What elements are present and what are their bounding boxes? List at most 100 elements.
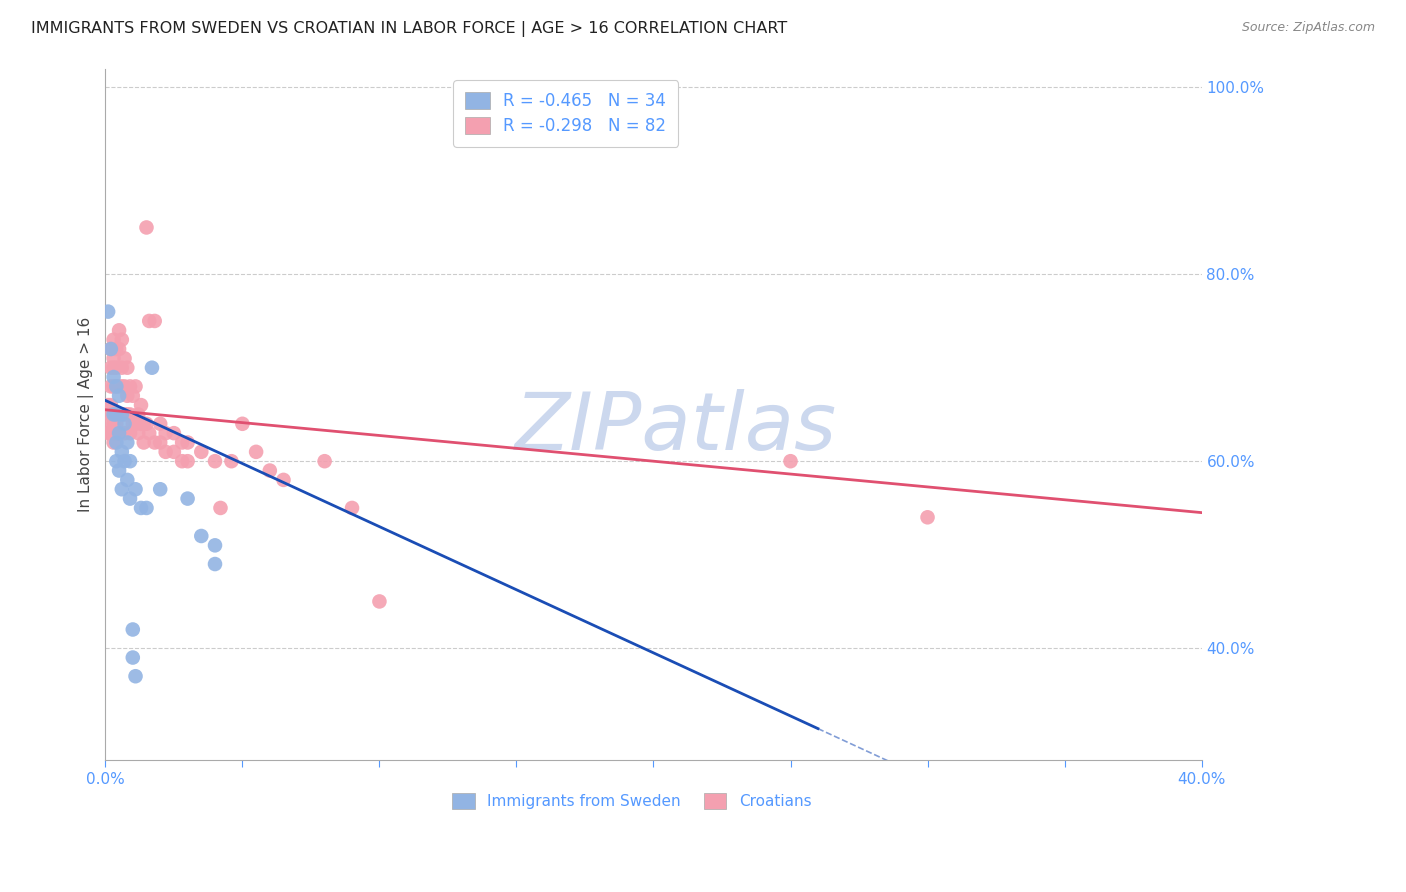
- Text: IMMIGRANTS FROM SWEDEN VS CROATIAN IN LABOR FORCE | AGE > 16 CORRELATION CHART: IMMIGRANTS FROM SWEDEN VS CROATIAN IN LA…: [31, 21, 787, 37]
- Point: [100, 426, 122, 441]
- Point: [100, 398, 122, 412]
- Point: [105, 360, 128, 375]
- Point: [105, 454, 128, 468]
- Point: [172, 454, 194, 468]
- Point: [97, 304, 120, 318]
- Point: [105, 379, 128, 393]
- Point: [143, 314, 166, 328]
- Point: [127, 426, 149, 441]
- Point: [103, 333, 125, 347]
- Text: Source: ZipAtlas.com: Source: ZipAtlas.com: [1241, 21, 1375, 34]
- Point: [172, 435, 194, 450]
- Point: [100, 342, 122, 356]
- Point: [127, 408, 149, 422]
- Point: [135, 417, 157, 431]
- Legend: Immigrants from Sweden, Croatians: Immigrants from Sweden, Croatians: [446, 787, 817, 815]
- Point: [108, 342, 131, 356]
- Point: [149, 435, 172, 450]
- Point: [121, 417, 143, 431]
- Point: [917, 510, 939, 524]
- Point: [111, 360, 134, 375]
- Point: [368, 594, 391, 608]
- Point: [190, 445, 212, 459]
- Point: [114, 379, 136, 393]
- Point: [108, 464, 131, 478]
- Point: [114, 408, 136, 422]
- Point: [135, 500, 157, 515]
- Point: [105, 417, 128, 431]
- Point: [108, 408, 131, 422]
- Point: [118, 408, 141, 422]
- Point: [149, 482, 172, 496]
- Point: [108, 426, 131, 441]
- Point: [118, 454, 141, 468]
- Point: [314, 454, 336, 468]
- Point: [124, 379, 146, 393]
- Point: [163, 426, 186, 441]
- Point: [143, 435, 166, 450]
- Point: [138, 426, 160, 441]
- Point: [141, 360, 163, 375]
- Point: [100, 379, 122, 393]
- Point: [105, 426, 128, 441]
- Point: [100, 360, 122, 375]
- Point: [163, 445, 186, 459]
- Point: [190, 529, 212, 543]
- Point: [204, 557, 226, 571]
- Point: [111, 482, 134, 496]
- Point: [149, 417, 172, 431]
- Point: [129, 417, 152, 431]
- Point: [111, 408, 134, 422]
- Point: [114, 351, 136, 366]
- Point: [121, 623, 143, 637]
- Point: [100, 408, 122, 422]
- Point: [103, 360, 125, 375]
- Point: [340, 500, 363, 515]
- Point: [129, 398, 152, 412]
- Point: [111, 379, 134, 393]
- Point: [105, 435, 128, 450]
- Point: [273, 473, 295, 487]
- Point: [155, 445, 177, 459]
- Point: [132, 435, 155, 450]
- Point: [105, 408, 128, 422]
- Point: [117, 408, 139, 422]
- Point: [176, 435, 198, 450]
- Point: [105, 379, 128, 393]
- Point: [111, 333, 134, 347]
- Point: [114, 426, 136, 441]
- Point: [97, 398, 120, 412]
- Point: [129, 500, 152, 515]
- Point: [114, 454, 136, 468]
- Y-axis label: In Labor Force | Age > 16: In Labor Force | Age > 16: [79, 317, 94, 512]
- Point: [121, 650, 143, 665]
- Point: [103, 408, 125, 422]
- Point: [117, 389, 139, 403]
- Point: [132, 417, 155, 431]
- Point: [124, 669, 146, 683]
- Point: [97, 426, 120, 441]
- Point: [108, 379, 131, 393]
- Point: [105, 408, 128, 422]
- Point: [135, 220, 157, 235]
- Point: [111, 408, 134, 422]
- Point: [103, 351, 125, 366]
- Point: [121, 389, 143, 403]
- Point: [100, 342, 122, 356]
- Point: [108, 323, 131, 337]
- Point: [138, 314, 160, 328]
- Point: [114, 417, 136, 431]
- Point: [103, 370, 125, 384]
- Point: [779, 454, 801, 468]
- Point: [118, 491, 141, 506]
- Point: [117, 473, 139, 487]
- Point: [97, 417, 120, 431]
- Point: [103, 435, 125, 450]
- Point: [118, 379, 141, 393]
- Point: [221, 454, 243, 468]
- Point: [204, 454, 226, 468]
- Point: [124, 482, 146, 496]
- Point: [204, 538, 226, 552]
- Point: [176, 491, 198, 506]
- Point: [259, 464, 281, 478]
